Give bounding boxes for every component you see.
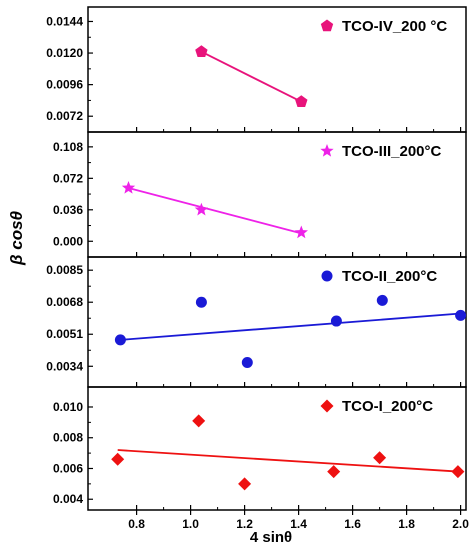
x-tick-label: 0.8 xyxy=(128,517,145,531)
y-tick-label: 0.0096 xyxy=(46,78,83,92)
y-tick-label: 0.0120 xyxy=(46,46,83,60)
data-point xyxy=(194,202,209,216)
y-tick-label: 0.006 xyxy=(53,461,83,475)
panel-1: 0.0072 0.0096 0.0120 0.0144 TCO-IV_200 °C xyxy=(46,6,467,133)
y-tick-label: 0.0068 xyxy=(46,295,83,309)
legend-label: TCO-I_200°C xyxy=(342,398,433,415)
data-point xyxy=(114,334,126,346)
legend-marker xyxy=(320,399,334,413)
data-point xyxy=(238,477,252,491)
x-tick-label: 1.0 xyxy=(182,517,199,531)
fit-line xyxy=(120,312,461,341)
y-tick-label: 0.0051 xyxy=(46,327,83,341)
y-tick-label: 0.004 xyxy=(53,492,83,506)
data-point xyxy=(451,465,465,479)
panel-2: 0.000 0.036 0.072 0.108 TCO-III_200°C xyxy=(53,131,467,258)
x-axis-label: 4 sinθ xyxy=(250,529,292,546)
x-tick-label: 1.8 xyxy=(398,517,415,531)
data-point xyxy=(455,309,467,321)
data-point xyxy=(195,45,208,57)
data-point xyxy=(121,180,136,194)
data-point xyxy=(295,95,308,107)
panel-3: 0.0034 0.0051 0.0068 0.0085 TCO-II_200°C xyxy=(46,256,467,388)
y-tick-label: 0.000 xyxy=(53,234,83,248)
legend-label: TCO-IV_200 °C xyxy=(342,18,447,35)
data-point xyxy=(241,357,253,369)
y-tick-label: 0.0034 xyxy=(46,359,83,373)
data-point xyxy=(195,296,207,308)
y-axis-label: β cosθ xyxy=(7,210,26,266)
data-point xyxy=(192,414,206,428)
fit-line xyxy=(128,187,302,235)
legend-marker xyxy=(320,19,334,32)
fit-line xyxy=(117,449,458,473)
x-tick-label: 1.2 xyxy=(236,517,253,531)
y-tick-label: 0.0144 xyxy=(46,14,83,28)
y-tick-label: 0.008 xyxy=(53,431,83,445)
y-tick-label: 0.0085 xyxy=(46,263,83,277)
panel-frame xyxy=(87,386,467,511)
y-tick-label: 0.010 xyxy=(53,400,83,414)
y-tick-label: 0.0072 xyxy=(46,109,83,123)
legend-marker xyxy=(320,144,334,157)
fit-line xyxy=(200,50,302,103)
data-point xyxy=(330,315,342,327)
legend-marker xyxy=(321,270,333,282)
y-tick-label: 0.036 xyxy=(53,203,83,217)
data-point xyxy=(111,452,125,466)
panel-4: 0.004 0.006 0.008 0.010 TCO-I_200°C xyxy=(53,386,467,511)
x-tick-label: 2.0 xyxy=(452,517,469,531)
data-point xyxy=(376,294,388,306)
x-tick-label: 1.6 xyxy=(344,517,361,531)
data-point xyxy=(294,225,308,239)
x-axis: 0.8 1.0 1.2 1.4 1.6 1.8 2.0 xyxy=(128,510,469,531)
y-tick-label: 0.072 xyxy=(53,171,83,185)
data-point xyxy=(373,451,387,465)
data-point xyxy=(327,465,341,479)
legend-label: TCO-III_200°C xyxy=(342,143,442,160)
x-tick-label: 1.4 xyxy=(290,517,307,531)
y-tick-label: 0.108 xyxy=(53,140,83,154)
legend-label: TCO-II_200°C xyxy=(342,268,437,285)
